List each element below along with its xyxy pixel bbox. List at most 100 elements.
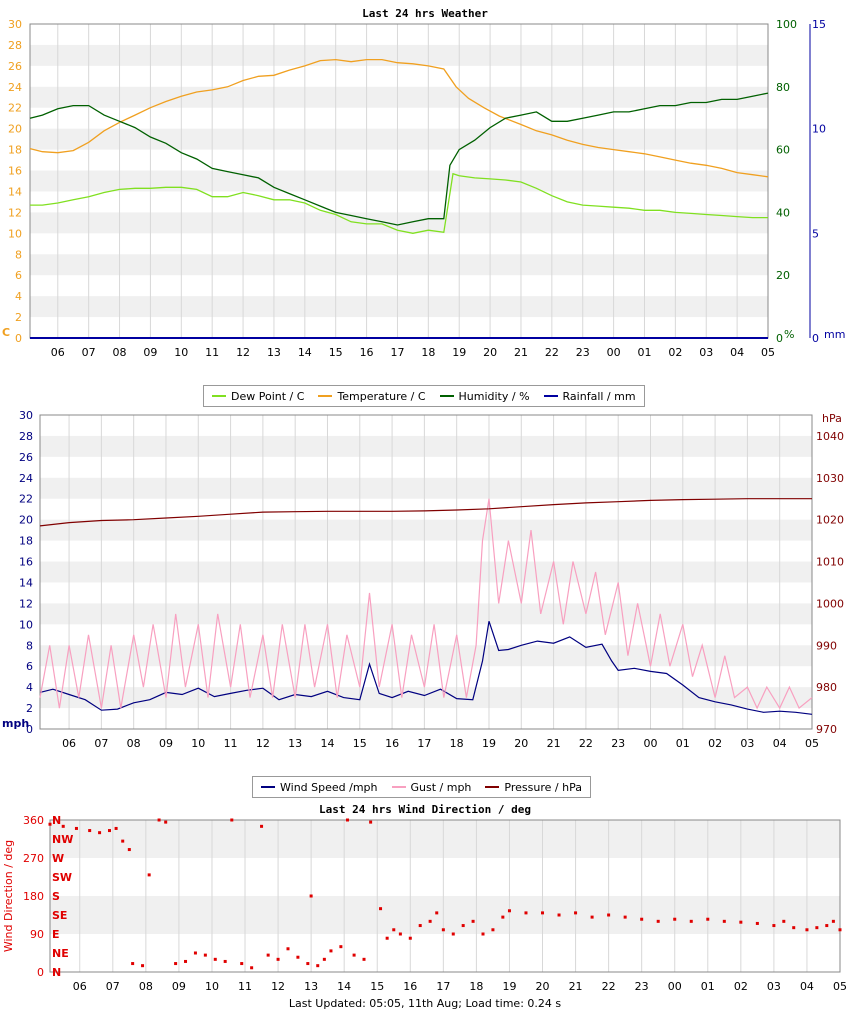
x-tick-label: 19 bbox=[502, 980, 516, 993]
direction-point bbox=[296, 955, 300, 959]
direction-point bbox=[831, 919, 835, 923]
x-tick-label: 06 bbox=[73, 980, 87, 993]
legend-item: Rainfall / mm bbox=[543, 389, 636, 403]
x-tick-label: 16 bbox=[360, 346, 374, 359]
y-left-tick: 4 bbox=[15, 290, 22, 303]
x-tick-label: 04 bbox=[800, 980, 814, 993]
direction-point bbox=[98, 831, 102, 835]
x-tick-label: 08 bbox=[139, 980, 153, 993]
direction-point bbox=[250, 966, 254, 970]
x-tick-label: 08 bbox=[127, 737, 141, 750]
direction-point bbox=[441, 928, 445, 932]
y-left-tick: 28 bbox=[19, 430, 33, 443]
x-tick-label: 23 bbox=[576, 346, 590, 359]
direction-point bbox=[369, 820, 373, 824]
direction-point bbox=[435, 911, 439, 915]
legend-swatch bbox=[318, 395, 333, 397]
direction-point bbox=[623, 915, 627, 919]
direction-point bbox=[339, 945, 343, 949]
direction-point bbox=[174, 962, 178, 966]
legend-label: Temperature / C bbox=[337, 389, 426, 403]
x-tick-label: 03 bbox=[767, 980, 781, 993]
y-left-tick: 18 bbox=[8, 144, 22, 157]
pressure-line bbox=[39, 498, 812, 527]
grid-band bbox=[50, 896, 840, 934]
y-right-pressure-tick: 990 bbox=[816, 639, 837, 652]
x-tick-label: 07 bbox=[94, 737, 108, 750]
x-tick-label: 23 bbox=[635, 980, 649, 993]
y-left-tick: 10 bbox=[19, 618, 33, 631]
x-tick-label: 07 bbox=[82, 346, 96, 359]
direction-point bbox=[451, 932, 455, 936]
direction-point bbox=[481, 932, 485, 936]
compass-label: SE bbox=[52, 909, 67, 922]
y-right-humidity-tick: 0 bbox=[776, 332, 783, 345]
direction-point bbox=[316, 964, 320, 968]
direction-point bbox=[507, 909, 511, 913]
x-tick-label: 20 bbox=[514, 737, 528, 750]
direction-point bbox=[574, 911, 578, 915]
direction-point bbox=[213, 957, 217, 961]
y-right-humidity-tick: 40 bbox=[776, 206, 790, 219]
direction-point bbox=[673, 917, 677, 921]
x-tick-label: 06 bbox=[62, 737, 76, 750]
x-tick-label: 01 bbox=[701, 980, 715, 993]
legend-item: Wind Speed /mph bbox=[261, 781, 378, 794]
direction-point bbox=[722, 919, 726, 923]
x-tick-label: 11 bbox=[224, 737, 238, 750]
x-tick-label: 11 bbox=[238, 980, 252, 993]
x-tick-label: 12 bbox=[236, 346, 250, 359]
compass-label: S bbox=[52, 890, 60, 903]
y-left-tick: 8 bbox=[15, 248, 22, 261]
x-tick-label: 00 bbox=[668, 980, 682, 993]
x-tick-label: 02 bbox=[668, 346, 682, 359]
legend-swatch bbox=[212, 395, 226, 397]
compass-label: E bbox=[52, 928, 60, 941]
direction-point bbox=[107, 829, 111, 833]
direction-point bbox=[792, 926, 796, 930]
direction-point bbox=[88, 829, 92, 833]
y-right-rain-tick: 10 bbox=[812, 123, 826, 136]
direction-point bbox=[230, 818, 234, 822]
x-tick-label: 20 bbox=[483, 346, 497, 359]
x-tick-label: 12 bbox=[256, 737, 270, 750]
x-tick-label: 18 bbox=[450, 737, 464, 750]
y-left-tick: 2 bbox=[26, 702, 33, 715]
y-left-tick: 30 bbox=[8, 18, 22, 31]
legend-item: Dew Point / C bbox=[212, 390, 304, 403]
direction-point bbox=[306, 962, 310, 966]
direction-point bbox=[240, 962, 244, 966]
direction-point bbox=[501, 915, 505, 919]
direction-point bbox=[815, 926, 819, 930]
x-tick-label: 17 bbox=[390, 346, 404, 359]
y-left-tick: 16 bbox=[8, 165, 22, 178]
y-left-tick: 0 bbox=[26, 723, 33, 736]
x-tick-label: 01 bbox=[637, 346, 651, 359]
direction-point bbox=[782, 919, 786, 923]
direction-point bbox=[276, 957, 280, 961]
direction-point bbox=[491, 928, 495, 932]
y-left-tick: 6 bbox=[26, 660, 33, 673]
x-tick-label: 15 bbox=[353, 737, 367, 750]
x-tick-label: 20 bbox=[536, 980, 550, 993]
x-tick-label: 05 bbox=[833, 980, 847, 993]
direction-point bbox=[322, 957, 326, 961]
direction-point bbox=[157, 818, 161, 822]
y-right-pressure-tick: 1030 bbox=[816, 472, 844, 485]
x-tick-label: 15 bbox=[329, 346, 343, 359]
grid-band bbox=[40, 603, 812, 625]
direction-point bbox=[114, 826, 118, 830]
grid-band bbox=[30, 212, 768, 234]
direction-point bbox=[223, 959, 227, 963]
x-tick-label: 22 bbox=[579, 737, 593, 750]
compass-label: N bbox=[52, 814, 61, 827]
x-tick-label: 14 bbox=[298, 346, 312, 359]
y-left-tick: 10 bbox=[8, 227, 22, 240]
legend-label: Rainfall / mm bbox=[562, 389, 636, 403]
grid-band bbox=[40, 435, 812, 457]
y-right-pressure-tick: 980 bbox=[816, 681, 837, 694]
x-tick-label: 18 bbox=[469, 980, 483, 993]
y-tick-label: 360 bbox=[23, 814, 44, 827]
legend-swatch bbox=[391, 786, 406, 788]
